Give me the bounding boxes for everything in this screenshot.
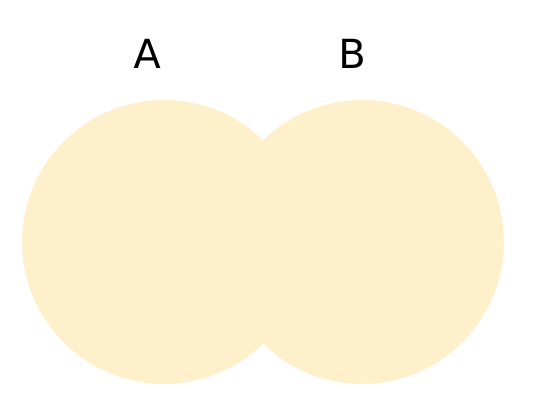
set-b-label: B	[338, 32, 365, 78]
venn-shape	[22, 100, 504, 384]
set-a-circle	[22, 100, 306, 384]
set-b-circle	[220, 100, 504, 384]
set-a-label: A	[133, 32, 161, 78]
